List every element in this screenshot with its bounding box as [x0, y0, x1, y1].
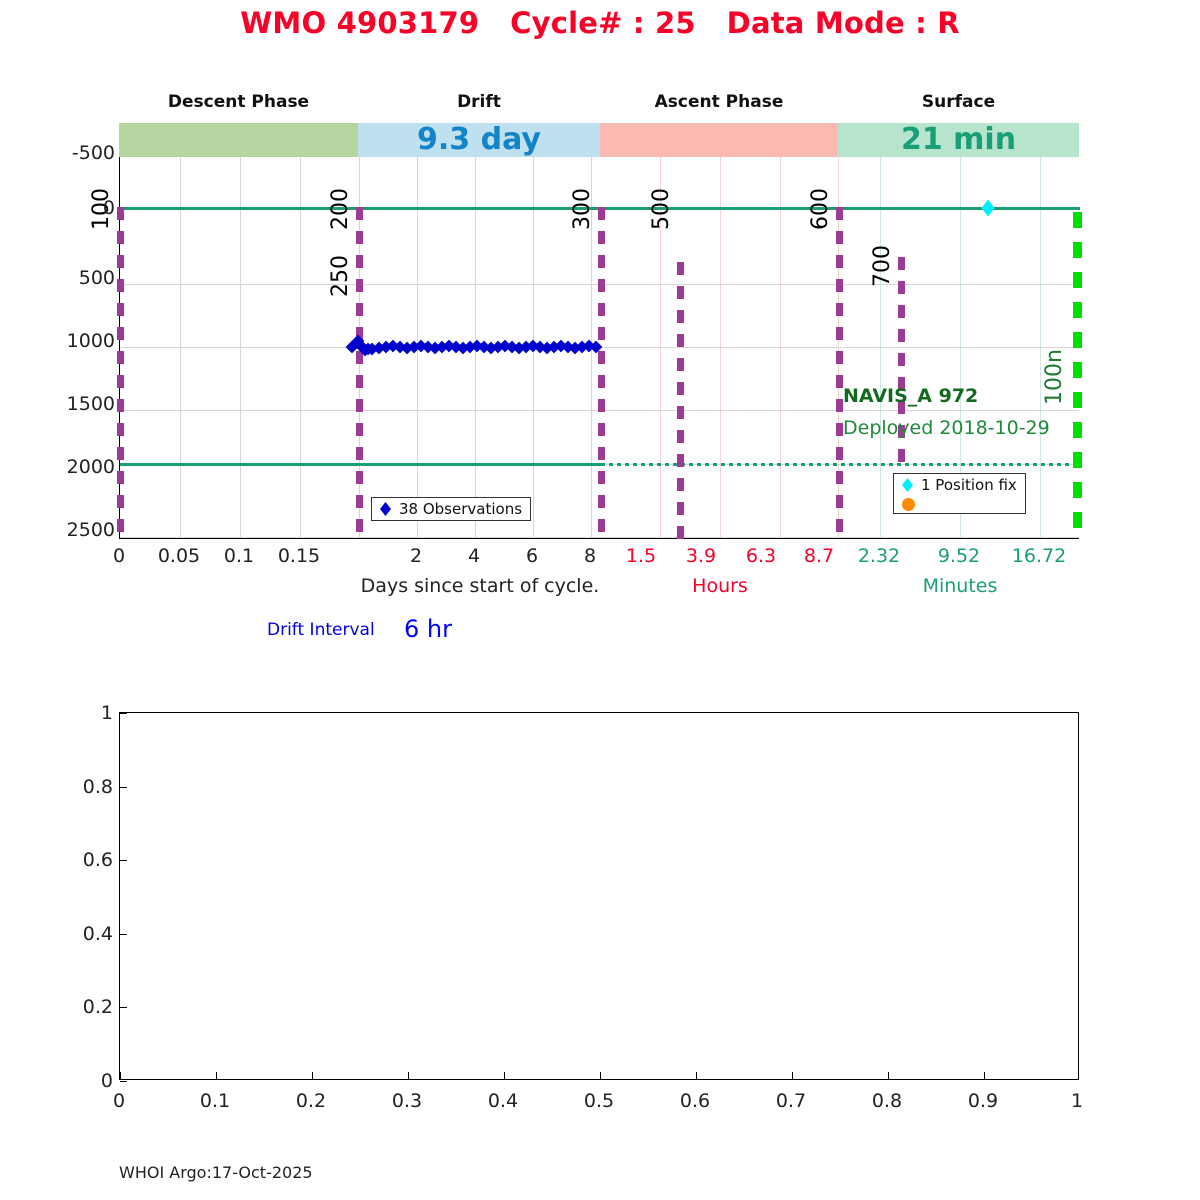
x2-tick: 0.9	[967, 1090, 999, 1112]
y-tick: 1500	[66, 393, 115, 415]
x-tick-drift: 2	[409, 545, 423, 567]
diamond-marker-icon	[380, 502, 391, 516]
phase-label-surface: Surface	[921, 92, 996, 112]
x-tick-ascent: 3.9	[685, 545, 717, 567]
y-tick: -500	[71, 142, 115, 164]
x-tick-descent: 0	[112, 545, 126, 567]
x-axis-caption-minutes: Minutes	[922, 575, 998, 597]
park-line-label-250: 250	[328, 255, 353, 297]
x-tick-drift: 8	[583, 545, 597, 567]
phase-label-ascent: Ascent Phase	[654, 92, 784, 112]
y2-tick: 0.2	[82, 996, 113, 1018]
diamond-marker-icon	[902, 478, 913, 492]
y2-tick: 0.6	[82, 849, 113, 871]
y-tick: 2500	[66, 519, 115, 541]
park-line-500	[677, 262, 684, 539]
drift-interval-value: 6 hr	[404, 615, 452, 643]
phase-band-ascent	[600, 123, 838, 157]
green-line-label: 100n	[1042, 349, 1067, 405]
x-tick-descent: 0.1	[223, 545, 255, 567]
x2-tick: 0.6	[679, 1090, 711, 1112]
x2-tick: 0.1	[199, 1090, 231, 1112]
x-tick-drift: 6	[525, 545, 539, 567]
y2-tick: 0	[100, 1070, 113, 1092]
phase-band-drift	[358, 123, 600, 157]
drift-interval-label: Drift Interval	[267, 620, 375, 640]
phase-band-surface	[838, 123, 1079, 157]
footer-text: WHOI Argo:17-Oct-2025	[119, 1163, 313, 1182]
x-tick-ascent: 8.7	[803, 545, 835, 567]
park-line-700	[898, 257, 905, 462]
y-tick: 2000	[66, 456, 115, 478]
park-line-label-700: 700	[870, 245, 895, 287]
cycle-plot	[117, 157, 1082, 542]
surface-duration: 21 min	[900, 122, 1017, 157]
x2-tick: 1	[1070, 1090, 1084, 1112]
phase-label-descent: Descent Phase	[167, 92, 310, 112]
park-line-label-200: 200	[328, 188, 353, 230]
x2-tick: 0.5	[583, 1090, 615, 1112]
x-axis-caption-hours: Hours	[692, 575, 748, 597]
float-name: NAVIS_A 972	[843, 385, 979, 407]
circle-marker-icon	[902, 498, 915, 511]
x-tick-surface: 16.72	[1011, 545, 1067, 567]
page-title: WMO 4903179 Cycle# : 25 Data Mode : R	[240, 6, 960, 40]
position-fix-marker	[981, 199, 995, 217]
observations-legend: 38 Observations	[371, 497, 532, 521]
y-tick: 0	[102, 197, 115, 219]
green-dashed-line	[1073, 212, 1082, 542]
x-tick-descent: 0.05	[157, 545, 201, 567]
park-line-label-600: 600	[808, 188, 833, 230]
x2-tick: 0.2	[295, 1090, 327, 1112]
park-line-250	[356, 207, 363, 539]
position-fix-legend-label: 1 Position fix	[921, 476, 1017, 494]
y-tick: 500	[78, 267, 115, 289]
park-line-100	[117, 207, 124, 539]
x-tick-ascent: 6.3	[745, 545, 777, 567]
park-line-600	[836, 207, 843, 539]
x2-tick: 0.3	[391, 1090, 423, 1112]
secondary-empty-plot	[119, 712, 1080, 1083]
y2-tick: 0.8	[82, 776, 113, 798]
x-tick-drift: 4	[467, 545, 481, 567]
phase-label-drift: Drift	[457, 92, 501, 112]
x2-tick: 0.4	[487, 1090, 519, 1112]
park-line-300	[598, 207, 605, 539]
drift-duration: 9.3 day	[417, 122, 541, 157]
y-tick: 1000	[66, 330, 115, 352]
park-line-label-500: 500	[649, 188, 674, 230]
x-tick-surface: 2.32	[857, 545, 901, 567]
x-axis-caption-days: Days since start of cycle.	[360, 575, 600, 597]
x-tick-surface: 9.52	[937, 545, 981, 567]
x-tick-ascent: 1.5	[625, 545, 657, 567]
y2-tick: 0.4	[82, 923, 113, 945]
x2-tick: 0.8	[871, 1090, 903, 1112]
phase-band-descent	[119, 123, 358, 157]
x2-tick: 0.7	[775, 1090, 807, 1112]
float-deployed-date: Deployed 2018-10-29	[843, 417, 1050, 439]
x2-tick: 0	[112, 1090, 126, 1112]
park-line-label-300: 300	[570, 188, 595, 230]
x-tick-descent: 0.15	[277, 545, 321, 567]
observations-legend-label: 38 Observations	[399, 500, 523, 518]
position-fix-legend: 1 Position fix	[893, 473, 1026, 514]
y2-tick: 1	[100, 702, 113, 724]
